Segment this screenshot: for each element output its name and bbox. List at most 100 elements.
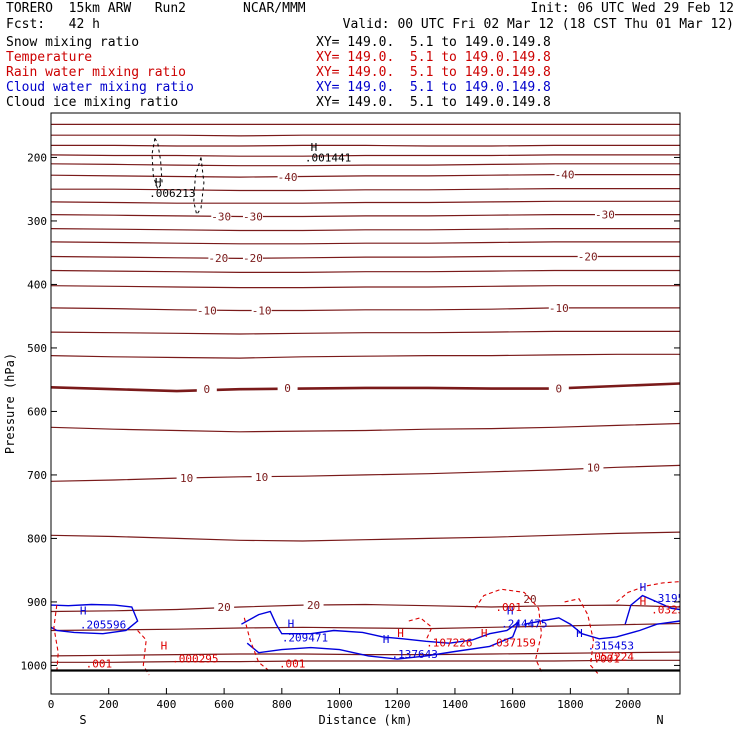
temperature-contour-label: 0 (556, 383, 563, 396)
field-value-label: .006213 (149, 187, 195, 200)
rain-water-contour (137, 630, 150, 676)
field-name-cloud-water: Cloud water mixing ratio (6, 80, 194, 95)
organization-label: NCAR/MMM (243, 1, 306, 16)
y-tick-label: 400 (27, 278, 47, 291)
temperature-contour-label: 20 (307, 599, 320, 612)
contour-label-bg (196, 383, 217, 396)
forecast-hour: Fcst: 42 h (6, 17, 100, 32)
contour-label-bg (208, 251, 229, 264)
max-marker: H (80, 605, 87, 618)
x-tick-label: 1600 (499, 698, 526, 711)
field-name-temperature: Temperature (6, 50, 93, 65)
contour-label-bg (548, 301, 569, 314)
temperature-contour-label: 0 (203, 383, 210, 396)
temperature-contour (51, 241, 680, 245)
max-marker: H (640, 595, 647, 608)
rain-water-contour (616, 581, 680, 603)
field-name-rain: Rain water mixing ratio (6, 65, 187, 80)
max-marker: H (397, 627, 404, 640)
temperature-contour-label: 10 (255, 471, 268, 484)
temperature-contour (51, 144, 680, 147)
temperature-contour (51, 307, 680, 312)
init-time: Init: 06 UTC Wed 29 Feb 12 (530, 1, 735, 16)
temperature-contour-label: -20 (208, 252, 228, 265)
max-marker: H (155, 176, 162, 189)
contour-label-bg (548, 382, 569, 395)
temperature-contour-label: 20 (217, 601, 230, 614)
temperature-contour-label: -10 (197, 304, 217, 317)
field-value-label: .137643 (391, 648, 437, 661)
temperature-contour (51, 163, 680, 167)
y-axis-title: Pressure (hPa) (3, 353, 17, 454)
temperature-contour (51, 154, 680, 157)
cloud-water-contour (624, 594, 680, 625)
model-title: TORERO 15km ARW Run2 (6, 1, 187, 16)
x-tick-label: 1000 (326, 698, 353, 711)
temperature-contour (51, 531, 680, 542)
x-tick-label: 0 (48, 698, 55, 711)
cloud-water-contour (524, 617, 680, 640)
field-value-label: .000295 (172, 652, 218, 665)
y-tick-label: 500 (27, 342, 47, 355)
temperature-contour (51, 422, 680, 433)
x-tick-label: 1400 (442, 698, 469, 711)
field-xy-snow: XY= 149.0. 5.1 to 149.0.149.8 (316, 35, 551, 50)
temperature-contour (51, 174, 680, 178)
y-tick-label: 700 (27, 469, 47, 482)
field-name-cloud-ice: Cloud ice mixing ratio (6, 95, 179, 110)
plot-frame (50, 112, 681, 695)
temperature-contour (51, 353, 680, 359)
temperature-contour-label: 10 (587, 461, 600, 474)
field-value-label: .244475 (501, 617, 547, 630)
x-tick-label: 1800 (557, 698, 584, 711)
temperature-contour-label: 0 (284, 382, 291, 395)
field-value-label: .001 (279, 657, 306, 670)
field-value-label: .037159 (490, 636, 536, 649)
temperature-contour (51, 269, 680, 273)
temperature-contour-label: -10 (549, 302, 569, 315)
x-tick-label: 800 (272, 698, 292, 711)
temperature-contour-label: -40 (278, 171, 298, 184)
y-tick-label: 200 (27, 151, 47, 164)
contour-label-bg (242, 251, 263, 264)
contour-label-bg (251, 304, 272, 317)
temperature-contour (51, 228, 680, 232)
contour-label-bg (583, 461, 604, 474)
valid-time: Valid: 00 UTC Fri 02 Mar 12 (18 CST Thu … (342, 17, 734, 32)
max-marker: H (576, 627, 583, 640)
max-marker: H (288, 617, 295, 630)
contour-label-bg (594, 208, 615, 221)
temperature-contour-label: -30 (211, 211, 231, 224)
field-value-label: .001 (495, 601, 522, 614)
cloud-water-contour (241, 610, 520, 660)
snow-contour (151, 138, 163, 191)
contour-label-bg (577, 250, 598, 263)
field-xy-temperature: XY= 149.0. 5.1 to 149.0.149.8 (316, 50, 551, 65)
rain-water-contour (564, 598, 600, 676)
contour-label-bg (277, 381, 298, 394)
y-tick-label: 600 (27, 405, 47, 418)
max-marker: H (507, 605, 514, 618)
temperature-contour-label: -30 (243, 211, 263, 224)
temperature-contour (51, 285, 680, 289)
max-marker: H (640, 581, 647, 594)
temperature-contour (51, 200, 680, 204)
temperature-contour (51, 603, 680, 613)
contour-label-bg (196, 304, 217, 317)
max-marker: H (481, 627, 488, 640)
field-xy-rain: XY= 149.0. 5.1 to 149.0.149.8 (316, 65, 551, 80)
y-tick-label: 1000 (21, 659, 48, 672)
temperature-contour-label: -30 (595, 209, 615, 222)
field-value-label: .032367 (651, 603, 697, 616)
x-axis-end-right: N (656, 713, 663, 727)
temperature-contour-label: 10 (180, 472, 193, 485)
x-tick-label: 1200 (384, 698, 411, 711)
temperature-contour (51, 382, 680, 393)
field-value-label: .209471 (282, 631, 328, 644)
field-value-label: .001 (86, 657, 113, 670)
temperature-contour (51, 214, 680, 218)
contour-label-bg (242, 210, 263, 223)
y-tick-label: 900 (27, 596, 47, 609)
contour-label-bg (303, 599, 324, 612)
